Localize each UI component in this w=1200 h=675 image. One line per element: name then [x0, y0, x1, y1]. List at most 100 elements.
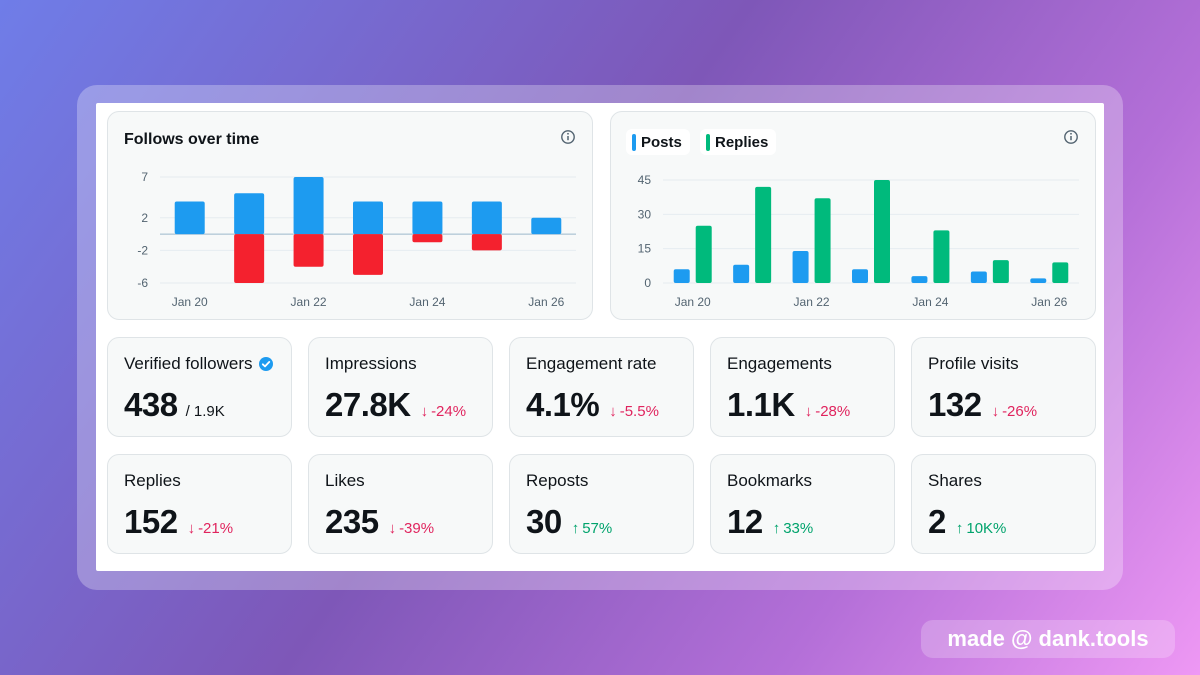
- legend-posts-label: Posts: [641, 133, 682, 151]
- legend-posts-swatch: [632, 133, 636, 151]
- metric-delta-value: 33%: [783, 520, 814, 537]
- bar: [970, 271, 987, 283]
- arrow-up-icon: ↑: [955, 520, 964, 537]
- metric-delta: ↓ -26%: [992, 403, 1038, 420]
- metric-label: Engagement rate: [526, 354, 657, 373]
- x-tick-label: Jan 20: [675, 295, 711, 309]
- bar: [412, 201, 443, 235]
- x-tick-label: Jan 22: [291, 295, 327, 309]
- bar: [1052, 262, 1069, 283]
- legend-replies[interactable]: Replies: [700, 129, 777, 155]
- x-tick-label: Jan 24: [912, 295, 948, 309]
- metric-delta-value: -26%: [1002, 403, 1038, 420]
- info-icon[interactable]: [1063, 129, 1079, 145]
- metric-row: 30 ↑ 57%: [526, 503, 612, 541]
- metric-delta: ↑ 10K%: [956, 520, 1007, 537]
- metric-card-engagements[interactable]: Engagements 1.1K ↓ -28%: [710, 337, 895, 437]
- bar: [471, 201, 502, 235]
- metric-value: 12: [727, 503, 763, 540]
- metric-delta: ↑ 33%: [773, 520, 814, 537]
- y-tick-label: -6: [137, 276, 148, 290]
- metric-label: Impressions: [325, 354, 417, 373]
- bar: [174, 201, 205, 235]
- metric-delta-value: -28%: [815, 403, 851, 420]
- activity-chart-card: Posts Replies 45 30 15 0 Jan 20 Jan 22 Jan 24 J…: [610, 111, 1096, 320]
- metric-label: Likes: [325, 471, 365, 490]
- metric-card-replies[interactable]: Replies 152 ↓ -21%: [107, 454, 292, 554]
- x-tick-label: Jan 26: [528, 295, 564, 309]
- y-tick-label: 0: [644, 276, 651, 290]
- arrow-down-icon: ↓: [388, 520, 397, 537]
- metric-row: 1.1K ↓ -28%: [727, 386, 850, 424]
- follows-chart-card: Follows over time 7 2 -2 -6 Jan 20 Jan 22 Jan …: [107, 111, 593, 320]
- follows-bar-chart: 7 2 -2 -6 Jan 20 Jan 22 Jan 24 Jan 26: [137, 170, 576, 309]
- metric-card-bookmarks[interactable]: Bookmarks 12 ↑ 33%: [710, 454, 895, 554]
- y-tick-label: -2: [137, 243, 148, 257]
- metric-delta: ↑ 57%: [572, 520, 613, 537]
- metric-label: Bookmarks: [727, 471, 813, 490]
- metric-card-likes[interactable]: Likes 235 ↓ -39%: [308, 454, 493, 554]
- metric-card-impressions[interactable]: Impressions 27.8K ↓ -24%: [308, 337, 493, 437]
- metric-value: 1.1K: [727, 386, 795, 423]
- metric-delta-value: 57%: [582, 520, 613, 537]
- bar: [234, 193, 265, 235]
- metric-delta-value: 10K%: [966, 520, 1007, 537]
- arrow-down-icon: ↓: [991, 403, 1000, 420]
- metric-label: Reposts: [526, 471, 589, 490]
- legend-posts[interactable]: Posts: [626, 129, 690, 155]
- metric-row: 438 / 1.9K: [124, 386, 225, 424]
- bar: [695, 225, 712, 283]
- metric-value: 2: [928, 503, 946, 540]
- y-tick-label: 2: [141, 211, 148, 225]
- metric-label: Engagements: [727, 354, 832, 373]
- metric-row: 12 ↑ 33%: [727, 503, 813, 541]
- metric-row: 4.1% ↓ -5.5%: [526, 386, 659, 424]
- metric-card-shares[interactable]: Shares 2 ↑ 10K%: [911, 454, 1096, 554]
- bar: [874, 180, 890, 283]
- activity-bar-chart: 45 30 15 0 Jan 20 Jan 22 Jan 24 Jan 26: [638, 173, 1079, 309]
- metric-delta-value: -21%: [198, 520, 234, 537]
- metric-label-wrap: Verified followers: [124, 354, 274, 374]
- metric-row: 132 ↓ -26%: [928, 386, 1037, 424]
- metric-label: Profile visits: [928, 354, 1019, 373]
- arrow-up-icon: ↑: [772, 520, 781, 537]
- metric-delta-value: -5.5%: [619, 403, 659, 420]
- legend-replies-swatch: [706, 133, 710, 151]
- bar: [234, 234, 265, 283]
- arrow-down-icon: ↓: [609, 403, 617, 420]
- metric-card-engagement-rate[interactable]: Engagement rate 4.1% ↓ -5.5%: [509, 337, 694, 437]
- metric-delta: ↓ -39%: [389, 520, 435, 537]
- metric-row: 152 ↓ -21%: [124, 503, 233, 541]
- y-tick-label: 15: [638, 242, 652, 256]
- bar: [412, 234, 443, 243]
- y-tick-label: 7: [141, 170, 148, 184]
- metric-card-profile-visits[interactable]: Profile visits 132 ↓ -26%: [911, 337, 1096, 437]
- metric-label: Shares: [928, 471, 982, 490]
- bar: [673, 269, 690, 283]
- bar: [911, 276, 928, 283]
- bar: [792, 250, 809, 283]
- bar: [733, 264, 750, 283]
- legend-replies-label: Replies: [715, 133, 769, 151]
- bar: [755, 186, 772, 283]
- metric-value: 4.1%: [526, 386, 600, 423]
- metric-delta-value: -39%: [399, 520, 435, 537]
- x-tick-label: Jan 26: [1031, 295, 1067, 309]
- info-icon[interactable]: [560, 129, 576, 145]
- metric-card-verified-followers[interactable]: Verified followers 438 / 1.9K: [107, 337, 292, 437]
- follows-chart-title: Follows over time: [124, 131, 260, 148]
- metric-delta: ↓ -24%: [421, 403, 467, 420]
- metric-card-reposts[interactable]: Reposts 30 ↑ 57%: [509, 454, 694, 554]
- metric-value: 132: [928, 386, 982, 423]
- arrow-down-icon: ↓: [420, 403, 429, 420]
- bar: [1030, 278, 1047, 283]
- watermark-badge[interactable]: made @ dank.tools: [921, 620, 1175, 658]
- bar: [293, 177, 324, 235]
- metric-delta: ↓ -5.5%: [609, 403, 659, 420]
- bar: [852, 269, 868, 283]
- metric-value: 27.8K: [325, 386, 411, 423]
- y-tick-label: 30: [638, 207, 652, 221]
- bar: [353, 234, 383, 275]
- bar: [353, 201, 383, 235]
- x-tick-label: Jan 20: [172, 295, 208, 309]
